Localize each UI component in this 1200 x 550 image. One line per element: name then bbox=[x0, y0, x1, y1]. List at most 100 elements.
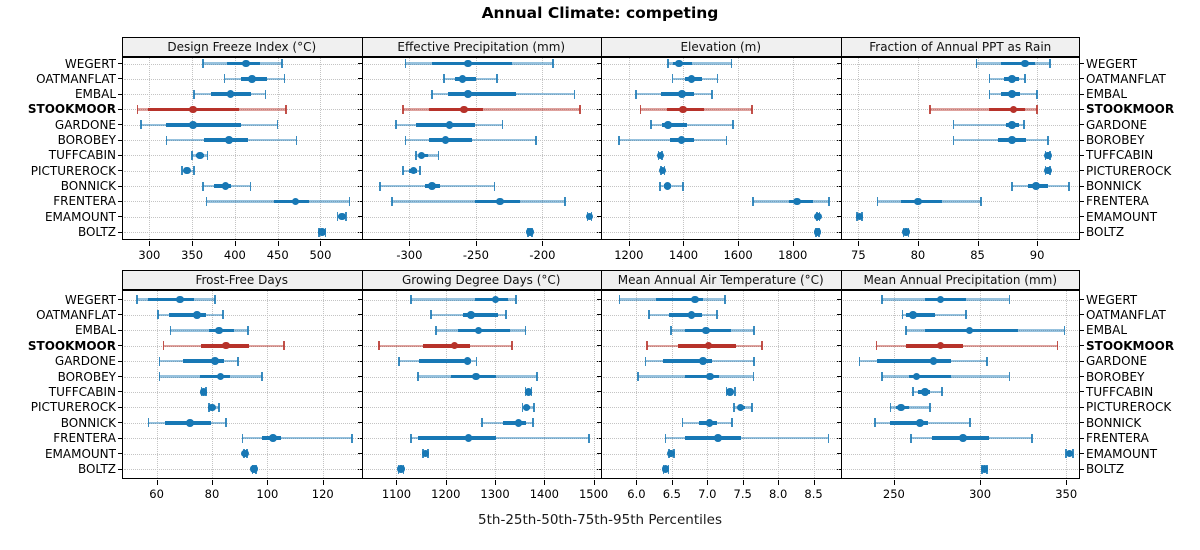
station-label: FRENTERA bbox=[53, 194, 116, 209]
percentile-box-25-75 bbox=[685, 436, 741, 440]
whisker-cap-5th bbox=[404, 135, 407, 145]
panel-title: Mean Annual Air Temperature (°C) bbox=[617, 273, 824, 287]
gridline-horizontal bbox=[363, 155, 599, 157]
gridline-horizontal bbox=[124, 330, 360, 332]
whisker-cap-5th bbox=[205, 196, 208, 206]
gridline-horizontal bbox=[124, 376, 360, 378]
percentile-whisker-5-95 bbox=[667, 62, 732, 65]
y-tick bbox=[1080, 63, 1084, 64]
y-tick bbox=[597, 391, 601, 393]
median-dot bbox=[409, 166, 418, 175]
median-dot bbox=[464, 59, 472, 68]
percentile-box-25-75 bbox=[429, 107, 483, 112]
station-label: FRENTERA bbox=[1086, 194, 1149, 209]
percentile-box-25-75 bbox=[661, 92, 695, 96]
tick-label: 8.5 bbox=[804, 487, 823, 501]
median-dot bbox=[909, 311, 917, 319]
whisker-cap-95th bbox=[711, 89, 713, 99]
y-tick bbox=[1080, 216, 1084, 218]
whisker-cap-95th bbox=[941, 387, 943, 397]
percentile-box-25-75 bbox=[474, 297, 508, 302]
percentile-box-25-75 bbox=[890, 420, 929, 425]
percentiles-caption: 5th-25th-50th-75th-95th Percentiles bbox=[478, 512, 722, 528]
whisker-cap-95th bbox=[515, 295, 518, 304]
y-tick bbox=[118, 200, 122, 202]
median-dot bbox=[208, 403, 216, 412]
whisker-cap-5th bbox=[140, 120, 142, 130]
y-tick bbox=[118, 422, 122, 424]
gridline-horizontal bbox=[363, 345, 599, 347]
gridline-horizontal bbox=[603, 407, 839, 409]
station-label: BOLTZ bbox=[77, 225, 116, 239]
gridline-horizontal bbox=[842, 469, 1078, 470]
whisker-cap-95th bbox=[1008, 372, 1011, 382]
y-tick bbox=[357, 437, 362, 439]
gridline-horizontal bbox=[603, 186, 839, 188]
y-tick bbox=[118, 437, 122, 439]
median-dot bbox=[338, 212, 346, 221]
whisker-cap-5th bbox=[905, 325, 907, 335]
median-dot bbox=[813, 228, 822, 236]
station-label: EMAMOUNT bbox=[1086, 446, 1158, 461]
gridline-horizontal bbox=[842, 63, 1078, 65]
whisker-cap-95th bbox=[264, 89, 267, 99]
whisker-cap-5th bbox=[650, 120, 653, 130]
whisker-cap-95th bbox=[532, 418, 534, 428]
median-dot bbox=[397, 465, 405, 473]
tick-label: 80 bbox=[204, 487, 220, 501]
whisker-cap-5th bbox=[975, 59, 978, 68]
median-dot bbox=[936, 295, 945, 304]
whisker-cap-5th bbox=[401, 104, 404, 114]
median-dot bbox=[677, 136, 686, 144]
station-label: TUFFCABIN bbox=[1086, 148, 1154, 163]
gridline-horizontal bbox=[124, 216, 360, 218]
median-dot bbox=[965, 326, 974, 335]
gridline-horizontal bbox=[124, 170, 360, 172]
x-tick bbox=[445, 480, 447, 485]
gridline-horizontal bbox=[842, 155, 1078, 157]
percentile-box-25-75 bbox=[182, 359, 225, 363]
gridline-horizontal bbox=[603, 422, 839, 424]
x-tick bbox=[792, 241, 794, 246]
y-tick bbox=[357, 231, 362, 233]
whisker-cap-5th bbox=[988, 89, 991, 99]
y-tick bbox=[118, 391, 122, 393]
y-tick bbox=[1080, 185, 1084, 187]
y-tick bbox=[836, 63, 841, 64]
percentile-box-25-75 bbox=[447, 92, 516, 96]
whisker-cap-5th bbox=[136, 295, 139, 304]
percentile-box-25-75 bbox=[924, 297, 967, 302]
percentile-box-25-75 bbox=[662, 359, 713, 363]
whisker-cap-95th bbox=[716, 310, 718, 320]
whisker-cap-5th bbox=[670, 325, 672, 335]
y-tick bbox=[357, 185, 362, 187]
gridline-horizontal bbox=[363, 232, 599, 233]
whisker-cap-5th bbox=[430, 310, 432, 320]
y-tick bbox=[1080, 299, 1084, 300]
y-tick bbox=[597, 329, 601, 331]
tick-label: -300 bbox=[396, 248, 423, 262]
whisker-cap-5th bbox=[417, 372, 419, 382]
median-dot bbox=[176, 295, 184, 304]
whisker-cap-95th bbox=[351, 433, 353, 443]
station-label: EMAMOUNT bbox=[1086, 209, 1158, 224]
tick-label: 1100 bbox=[381, 487, 412, 501]
tick-label: 1600 bbox=[723, 248, 753, 262]
gridline-vertical bbox=[813, 291, 815, 478]
x-tick bbox=[322, 480, 324, 485]
tick-label: 6.5 bbox=[662, 487, 681, 501]
gridline-horizontal bbox=[842, 186, 1078, 188]
median-dot bbox=[216, 372, 225, 381]
y-tick bbox=[836, 216, 841, 218]
tick-label: 300 bbox=[138, 248, 161, 262]
station-label: GARDONE bbox=[54, 117, 116, 132]
panel-divider bbox=[840, 270, 842, 479]
station-label: TUFFCABIN bbox=[1086, 384, 1154, 399]
whisker-cap-5th bbox=[379, 181, 381, 191]
gridline-horizontal bbox=[842, 109, 1078, 111]
y-tick bbox=[357, 139, 362, 141]
whisker-cap-5th bbox=[858, 356, 861, 366]
whisker-cap-5th bbox=[202, 181, 205, 191]
whisker-cap-95th bbox=[348, 196, 351, 206]
y-tick bbox=[357, 453, 362, 455]
